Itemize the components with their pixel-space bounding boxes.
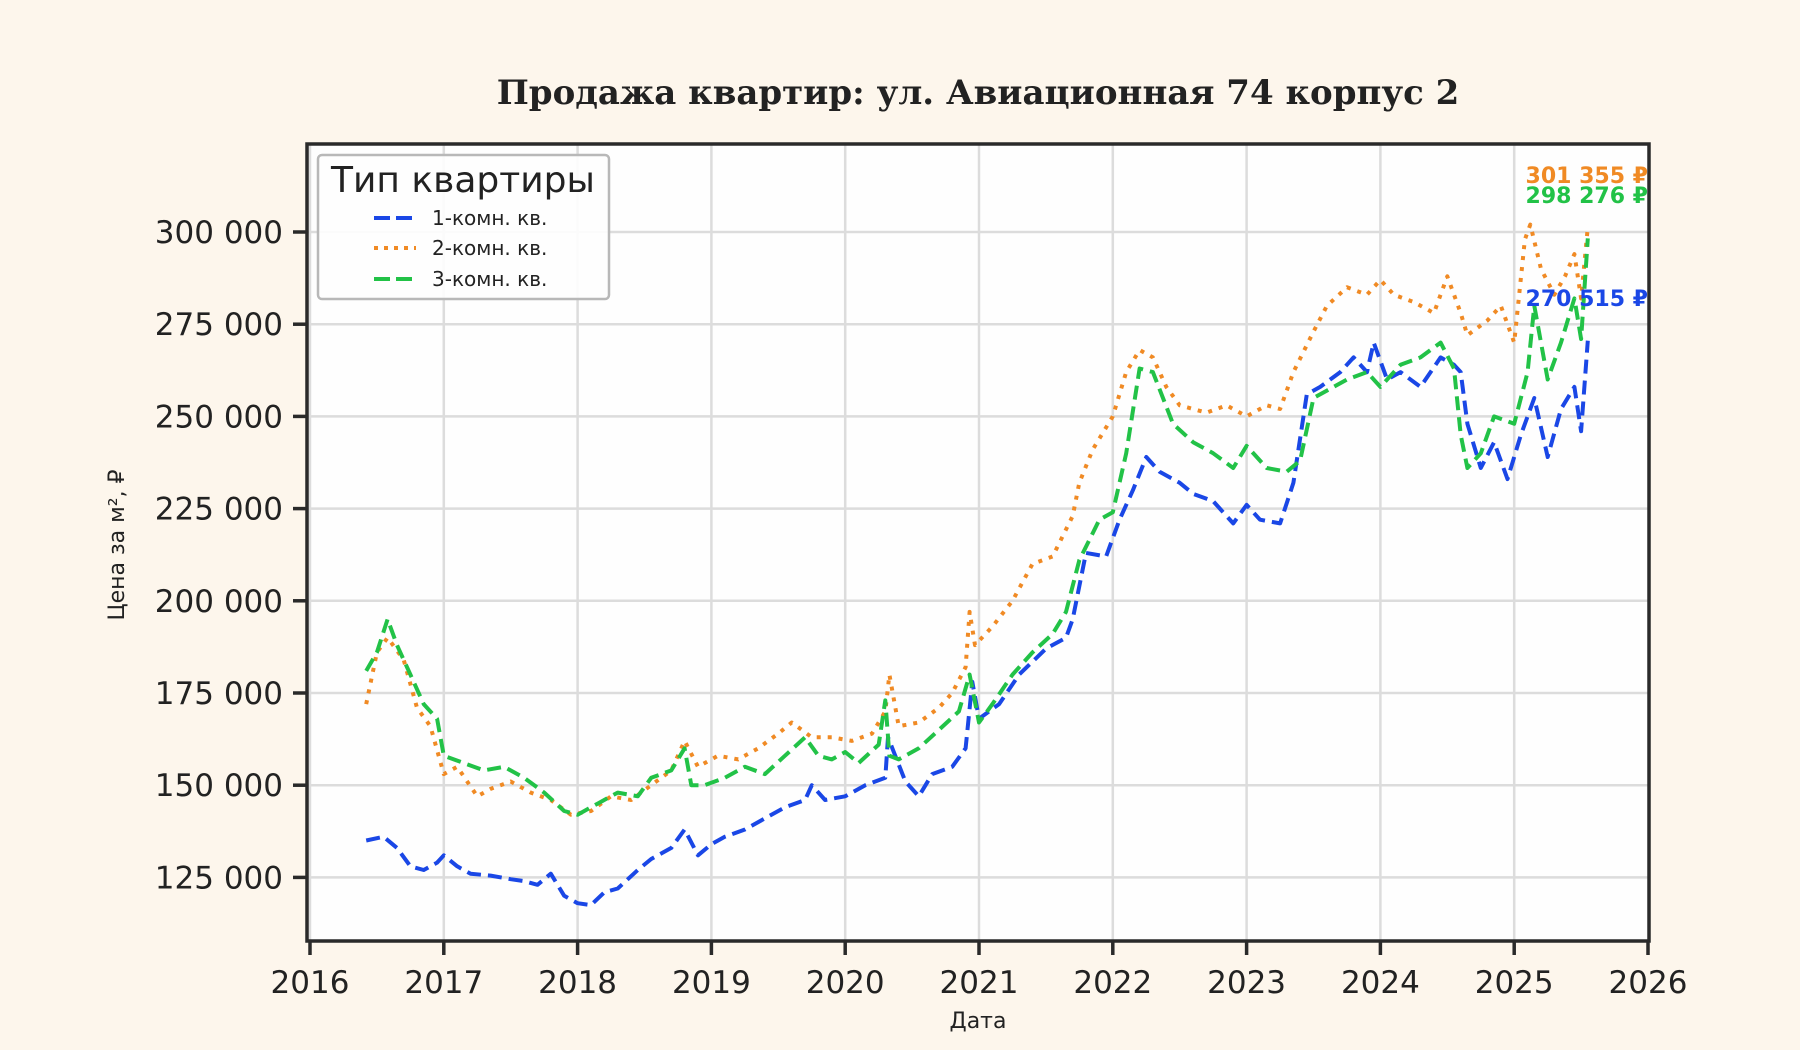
legend-label-1room: 1-комн. кв. — [432, 206, 547, 230]
x-tick-label: 2024 — [1341, 965, 1420, 1001]
x-tick-label: 2018 — [538, 965, 617, 1001]
y-tick-label: 250 000 — [155, 399, 283, 435]
y-tick-label: 150 000 — [155, 768, 283, 804]
last-value-label-2room: 301 355 ₽ — [1526, 164, 1648, 189]
y-tick-label: 275 000 — [155, 307, 283, 343]
last-value-label-1room: 270 515 ₽ — [1526, 287, 1648, 312]
last-value-annotations: 270 515 ₽ 301 355 ₽298 276 ₽ — [1526, 164, 1648, 312]
series-line-2room — [364, 222, 1590, 817]
legend-label-2room: 2-комн. кв. — [432, 236, 547, 260]
x-tick-label: 2021 — [940, 965, 1019, 1001]
x-tick-label: 2026 — [1609, 965, 1688, 1001]
y-tick-label: 300 000 — [155, 215, 283, 251]
x-tick-label: 2025 — [1475, 965, 1554, 1001]
x-axis: 2016 2017 2018 2019 2020 2021 2022 2023 2024 2025… — [271, 941, 1688, 1001]
y-tick-label: 225 000 — [155, 492, 283, 528]
legend-box — [316, 153, 611, 301]
legend: Тип квартиры 1-комн. кв. 2-комн. кв. 3-к… — [316, 153, 611, 301]
x-tick-label: 2020 — [806, 965, 885, 1001]
legend-title: Тип квартиры — [330, 160, 595, 201]
y-tick-label: 200 000 — [155, 584, 283, 620]
data-series — [364, 222, 1590, 908]
y-tick-label: 175 000 — [155, 676, 283, 712]
last-value-label-3room: 298 276 ₽ — [1526, 184, 1648, 209]
x-axis-label: Дата — [950, 1009, 1007, 1034]
chart-title: Продажа квартир: ул. Авиационная 74 корп… — [497, 73, 1460, 113]
x-tick-label: 2017 — [404, 965, 483, 1001]
y-tick-label: 125 000 — [155, 860, 283, 896]
x-tick-label: 2022 — [1073, 965, 1152, 1001]
legend-label-3room: 3-комн. кв. — [432, 267, 547, 291]
y-axis: 125 000 150 000 175 000 200 000 225 000 250 0… — [155, 215, 307, 896]
series-line-3room — [364, 238, 1590, 817]
x-tick-label: 2023 — [1207, 965, 1286, 1001]
x-tick-label: 2019 — [672, 965, 751, 1001]
x-tick-label: 2016 — [271, 965, 350, 1001]
y-axis-label: Цена за м², ₽ — [105, 469, 130, 620]
